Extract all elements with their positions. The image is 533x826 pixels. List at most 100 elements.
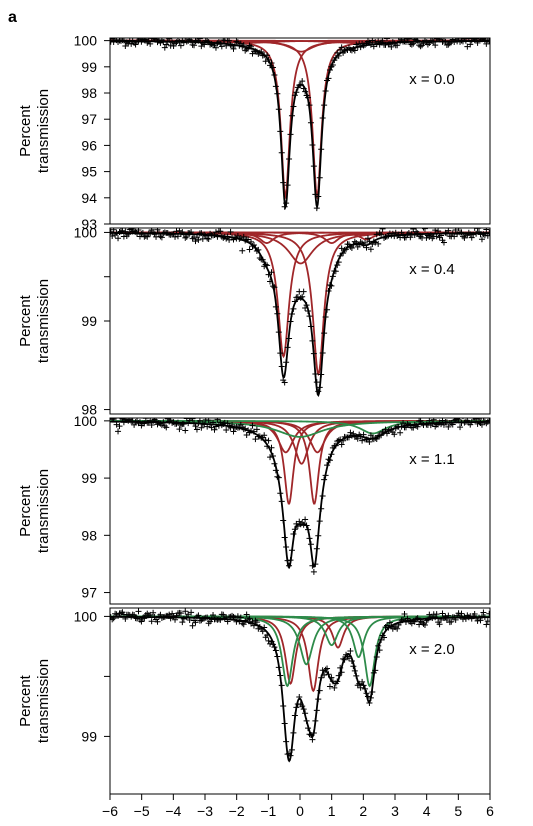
data-point [421,228,428,232]
data-point [478,421,485,428]
data-point [398,423,405,430]
panel-0: 100 99 98 97 96 95 94 93 Percenttransmission x = … [17,33,491,232]
data-point [362,685,369,692]
data-point [468,419,475,426]
data-point [324,306,331,313]
data-point [221,615,228,622]
data-point [278,498,285,505]
data-point [404,615,411,622]
data-point [230,613,237,620]
data-point [471,38,478,43]
data-point [201,41,208,48]
data-point [484,618,490,625]
data-point [264,52,271,59]
data-point [329,61,336,68]
data-point [196,418,203,424]
data-point [408,230,415,237]
data-point [132,41,139,48]
data-point [125,231,132,238]
data-point [284,344,291,351]
data-point [117,610,124,617]
data-point [348,658,355,665]
data-point [195,236,202,243]
data-point [410,40,417,47]
data-point [291,526,298,533]
data-point [114,418,116,419]
y-tick-label: 99 [81,470,97,486]
data-point [110,418,117,423]
data-point [458,229,465,236]
data-point [310,729,317,736]
data-point [312,371,319,378]
data-point [210,419,217,426]
data-point [243,432,250,439]
data-point [366,699,373,706]
data-point [420,40,427,47]
data-point [302,88,309,95]
data-point [312,717,319,724]
data-point [272,83,279,90]
data-point [230,428,237,435]
data-point [382,41,389,48]
data-point [381,634,388,641]
data-point [486,230,490,237]
data-point [305,725,312,732]
data-point [151,38,158,42]
data-point [253,619,260,626]
data-point [215,616,222,623]
data-point [429,38,436,45]
data-point [274,653,281,660]
data-point [268,60,275,67]
panel-frame [109,227,491,415]
data-point [275,664,282,671]
data-point [205,418,212,424]
data-point [341,47,348,54]
data-point [468,615,475,622]
data-point [255,246,262,253]
data-point [229,421,236,428]
data-point [443,230,450,237]
data-point [192,423,199,430]
data-point [119,228,126,234]
data-point [326,282,333,289]
data-point [283,738,290,745]
data-point [325,75,332,82]
data-point [113,421,120,428]
data-point [186,230,193,237]
data-point [170,42,177,49]
data-point [281,720,288,727]
data-point [400,419,407,426]
data-point [268,444,275,451]
y-tick-label: 99 [81,59,97,75]
data-point [278,682,285,689]
y-tick-label: 98 [81,85,97,101]
data-point [196,38,203,42]
data-point [442,38,449,45]
data-point [381,234,388,241]
data-point [259,628,266,635]
panel-label: x = 0.4 [409,261,454,278]
data-point [322,666,329,673]
component-curve-red [110,39,490,200]
data-point [237,421,244,428]
total-fit-curve [110,232,490,397]
data-point [309,736,316,743]
data-point [315,193,322,200]
data-point [315,388,322,395]
y-tick-label: 99 [81,313,97,329]
data-point [164,612,171,619]
data-point [195,612,202,619]
data-point [474,228,481,232]
data-point [302,305,309,312]
data-point [300,706,307,713]
data-point [227,228,234,235]
data-point [278,149,285,156]
data-point [264,262,271,269]
data-point [483,228,490,233]
data-point [154,228,161,233]
data-point [237,234,244,241]
data-point [139,229,146,236]
data-point [240,621,247,628]
data-point [401,611,408,618]
